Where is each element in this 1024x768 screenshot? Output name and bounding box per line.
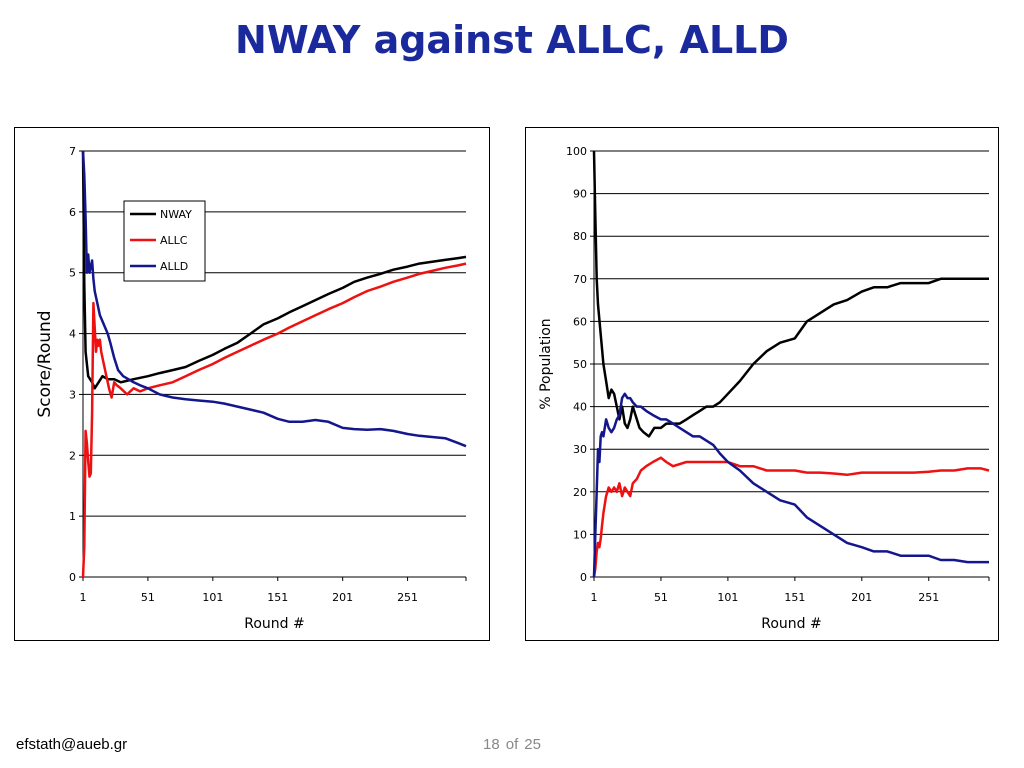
series-line-nway [81,150,467,390]
y-axis-label: % Population [538,318,554,409]
legend-label-nway: NWAY [160,208,192,221]
x-tick-label: 201 [851,591,872,604]
y-tick-label: 6 [69,206,76,219]
x-tick-label: 1 [591,591,598,604]
series-line-allc [592,456,990,578]
footer-email: efstath@aueb.gr [16,736,128,753]
x-tick-label: 251 [918,591,939,604]
x-tick-label: 51 [654,591,668,604]
population-chart-panel: 0 10 20 30 40 50 60 70 80 90 100 1 51 101 151 201 251 Rou… [525,127,999,641]
y-tick-label: 10 [573,528,587,541]
x-tick-label: 251 [397,591,418,604]
page-of: of [505,736,519,753]
page-total: 25 [524,736,541,753]
legend-label-allc: ALLC [160,234,188,247]
page-current: 18 [483,736,500,753]
y-tick-label: 20 [573,486,587,499]
y-tick-label: 70 [573,273,587,286]
x-tick-label: 101 [202,591,223,604]
page-counter: 18 of 25 [0,736,1024,753]
x-tick-label: 101 [717,591,738,604]
y-tick-label: 1 [69,510,76,523]
series-line-nway [592,150,989,438]
x-axis-label: Round # [244,616,304,632]
y-tick-label: 2 [69,449,76,462]
series-line-alld [81,150,467,448]
x-tick-label: 151 [784,591,805,604]
series-line-alld [592,392,989,578]
x-tick-label: 51 [141,591,155,604]
y-tick-label: 7 [69,145,76,158]
y-tick-label: 100 [566,145,587,158]
x-tick-label: 201 [332,591,353,604]
y-tick-label: 3 [69,388,76,401]
y-tick-label: 40 [573,401,587,414]
y-axis-label: Score/Round [35,310,55,417]
x-tick-label: 151 [267,591,288,604]
y-tick-label: 0 [580,571,587,584]
y-tick-label: 50 [573,358,587,371]
y-tick-label: 60 [573,315,587,328]
x-tick-label: 1 [80,591,87,604]
y-tick-label: 90 [573,188,587,201]
y-tick-label: 5 [69,267,76,280]
series-line-allc [81,262,467,578]
y-tick-label: 4 [69,328,76,341]
score-chart-panel: 0 1 2 3 4 5 6 7 1 51 101 151 201 251 Round # Score/Roun… [14,127,490,641]
slide-title: NWAY against ALLC, ALLD [235,18,789,62]
x-axis-label: Round # [761,616,821,632]
y-tick-label: 30 [573,443,587,456]
y-tick-label: 80 [573,230,587,243]
y-tick-label: 0 [69,571,76,584]
legend-label-alld: ALLD [160,260,188,273]
